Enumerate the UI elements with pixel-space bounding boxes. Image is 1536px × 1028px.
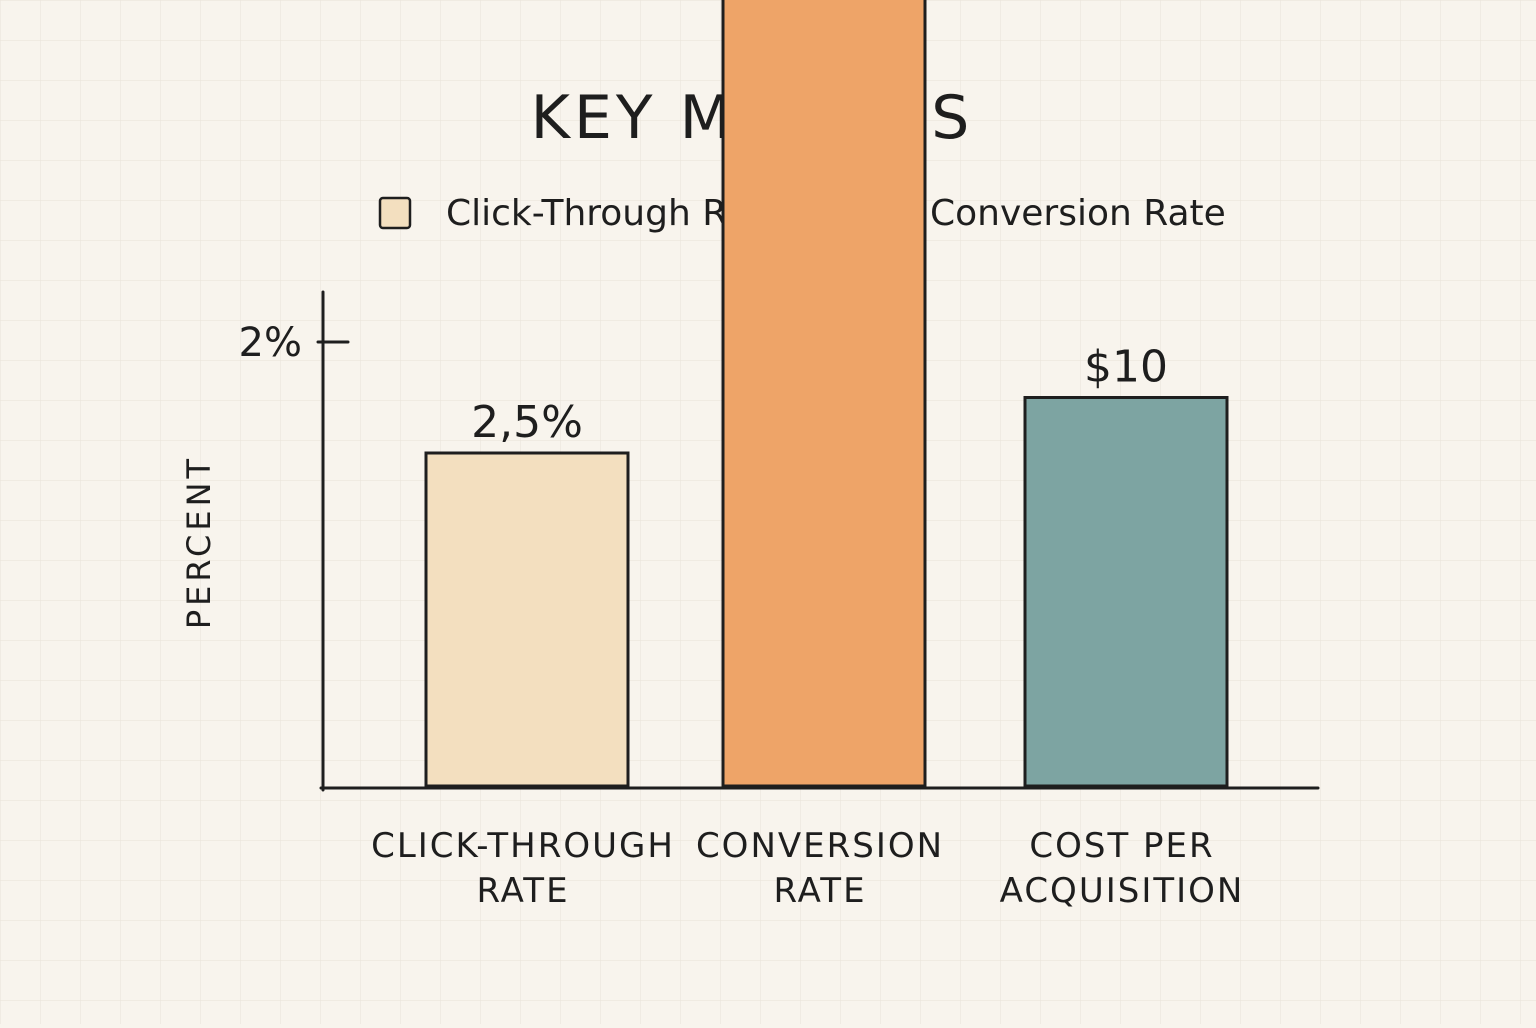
bar-value-label: 2,5% — [471, 397, 583, 448]
x-tick-labels: CLICK-THROUGH RATE CONVERSION RATE COST PER A… — [371, 826, 1245, 911]
bar — [1023, 396, 1229, 788]
y-tick-label: 2% — [239, 320, 302, 366]
x-tick-label-line1: CONVERSION — [696, 826, 944, 866]
bar — [721, 0, 927, 788]
legend-swatch-ctr — [378, 196, 412, 230]
x-tick-label-line2: ACQUISITION — [1000, 871, 1245, 911]
legend-label-conversion: Conversion Rate — [930, 193, 1226, 234]
x-tick-label-line1: COST PER — [1029, 826, 1214, 866]
x-tick-label-line2: RATE — [476, 871, 569, 911]
x-tick-label-line2: RATE — [773, 871, 866, 911]
bars — [424, 0, 1229, 788]
value-labels: 2,5%4%$10 — [471, 342, 1168, 449]
x-tick-label-line1: CLICK-THROUGH — [371, 826, 675, 866]
y-axis-label: PERCENT — [180, 455, 218, 629]
bar-value-label: $10 — [1084, 342, 1168, 393]
bar — [424, 451, 630, 788]
y-ticks: 2%4% — [239, 320, 350, 366]
